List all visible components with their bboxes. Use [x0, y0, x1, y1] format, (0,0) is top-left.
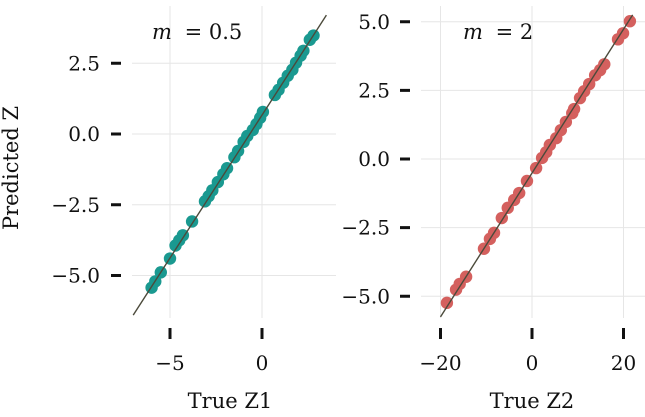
left-x-ticks: −5 0 — [155, 328, 268, 375]
y-tick-label: −5.0 — [341, 284, 390, 308]
left-subplot: 2.5 0.0 −2.5 −5.0 −5 0 m = 0.5 True Z1 Predi… — [0, 6, 336, 413]
left-annotation: m = 0.5 — [152, 20, 242, 44]
right-x-axis-label: True Z2 — [490, 389, 575, 413]
right-annotation: m = 2 — [463, 20, 533, 44]
scatter-point — [440, 296, 454, 310]
scatter-point — [598, 58, 611, 71]
left-y-ticks: 2.5 0.0 −2.5 −5.0 — [51, 51, 121, 288]
y-tick-label: −2.5 — [51, 193, 100, 217]
y-tick-label: 0.0 — [358, 147, 390, 171]
right-identity-line — [439, 14, 634, 318]
right-grid — [421, 6, 645, 318]
y-tick-label: 2.5 — [358, 78, 390, 102]
right-y-ticks: 5.0 2.5 0.0 −2.5 −5.0 — [341, 10, 410, 308]
x-tick-label: 20 — [611, 351, 636, 375]
y-tick-label: −5.0 — [51, 264, 100, 288]
left-x-axis-label: True Z1 — [188, 389, 273, 413]
y-axis-label: Predicted Z — [0, 106, 23, 230]
x-tick-label: −5 — [155, 351, 184, 375]
y-tick-label: 0.0 — [68, 122, 100, 146]
y-tick-label: −2.5 — [341, 216, 390, 240]
right-subplot: 5.0 2.5 0.0 −2.5 −5.0 −20 0 20 m = 2 True Z2 — [341, 6, 645, 413]
left-identity-line — [132, 14, 327, 316]
right-x-ticks: −20 0 20 — [419, 328, 636, 375]
x-tick-label: −20 — [419, 351, 461, 375]
y-tick-label: 2.5 — [68, 51, 100, 75]
x-tick-label: 0 — [526, 351, 539, 375]
x-tick-label: 0 — [256, 351, 269, 375]
scatter-point — [616, 27, 630, 40]
y-tick-label: 5.0 — [358, 10, 390, 34]
